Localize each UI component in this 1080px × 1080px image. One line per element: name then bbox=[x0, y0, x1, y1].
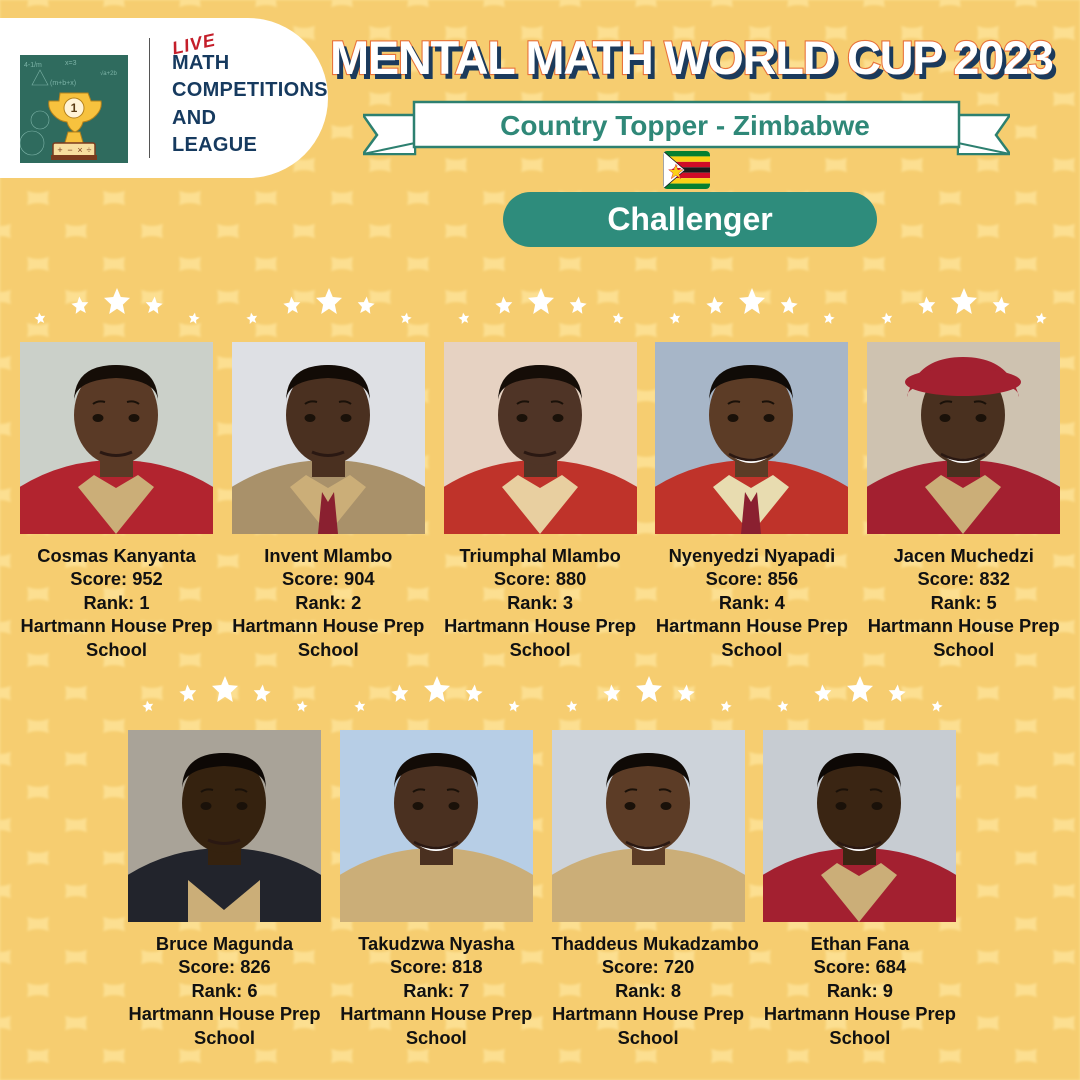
svg-text:÷: ÷ bbox=[87, 145, 92, 155]
svg-text:−: − bbox=[67, 145, 72, 155]
svg-text:1: 1 bbox=[71, 101, 78, 115]
svg-text:×: × bbox=[77, 145, 82, 155]
svg-text:+: + bbox=[57, 145, 62, 155]
svg-text:x=3: x=3 bbox=[65, 60, 77, 67]
svg-text:(m+b+x): (m+b+x) bbox=[50, 80, 76, 87]
svg-text:√a+2b: √a+2b bbox=[100, 70, 117, 77]
svg-text:4-1/m: 4-1/m bbox=[24, 62, 42, 69]
